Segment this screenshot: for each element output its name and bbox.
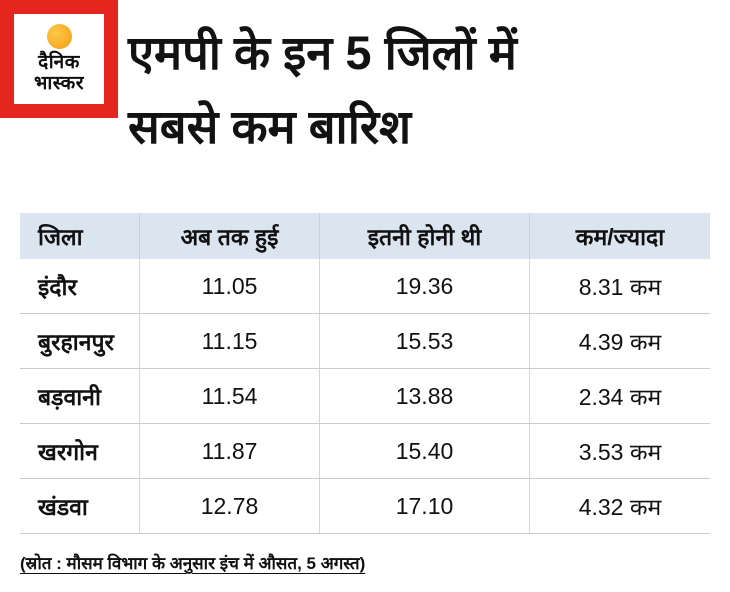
page-title-line2: सबसे कम बारिश bbox=[128, 100, 412, 153]
so-far-cell: 11.87 bbox=[140, 424, 320, 478]
so-far-cell: 11.15 bbox=[140, 314, 320, 368]
brand-name-line2: भास्कर bbox=[33, 73, 85, 94]
diff-cell: 4.32 कम bbox=[578, 494, 662, 520]
district-cell: बड़वानी bbox=[20, 369, 140, 423]
sun-icon bbox=[46, 24, 72, 49]
diff-cell: 2.34 कम bbox=[578, 384, 662, 410]
expected-cell: 19.36 bbox=[320, 259, 530, 313]
so-far-cell: 12.78 bbox=[140, 479, 320, 533]
brand-logo-box: दैनिक भास्कर bbox=[14, 14, 104, 104]
so-far-cell: 11.05 bbox=[140, 259, 320, 313]
column-header-district: जिला bbox=[20, 213, 140, 259]
expected-cell: 15.40 bbox=[320, 424, 530, 478]
page-title-line1: एमपी के इन 5 जिलों में bbox=[128, 26, 517, 79]
district-cell: खंडवा bbox=[20, 479, 140, 533]
table-row: बुरहानपुर 11.15 15.53 4.39 कम bbox=[20, 314, 710, 369]
table-header-row: जिला अब तक हुई इतनी होनी थी कम/ज्यादा bbox=[20, 213, 710, 259]
source-note: (स्रोत : मौसम विभाग के अनुसार इंच में औस… bbox=[20, 554, 366, 573]
so-far-cell: 11.54 bbox=[140, 369, 320, 423]
brand-logo: दैनिक भास्कर bbox=[0, 0, 118, 118]
table-row: इंदौर 11.05 19.36 8.31 कम bbox=[20, 259, 710, 314]
district-cell: बुरहानपुर bbox=[20, 314, 140, 368]
brand-name-line1: दैनिक bbox=[38, 52, 80, 73]
district-cell: खरगोन bbox=[20, 424, 140, 478]
table-row: बड़वानी 11.54 13.88 2.34 कम bbox=[20, 369, 710, 424]
column-header-expected: इतनी होनी थी bbox=[320, 213, 530, 259]
expected-cell: 13.88 bbox=[320, 369, 530, 423]
diff-cell: 3.53 कम bbox=[578, 439, 662, 465]
diff-cell: 4.39 कम bbox=[578, 329, 662, 355]
diff-cell: 8.31 कम bbox=[578, 274, 662, 300]
table-row: खरगोन 11.87 15.40 3.53 कम bbox=[20, 424, 710, 479]
column-header-diff: कम/ज्यादा bbox=[575, 224, 665, 250]
expected-cell: 15.53 bbox=[320, 314, 530, 368]
column-header-so-far: अब तक हुई bbox=[140, 213, 320, 259]
rainfall-table: जिला अब तक हुई इतनी होनी थी कम/ज्यादा इं… bbox=[20, 213, 710, 534]
expected-cell: 17.10 bbox=[320, 479, 530, 533]
district-cell: इंदौर bbox=[20, 259, 140, 313]
page-title: एमपी के इन 5 जिलों में सबसे कम बारिश bbox=[128, 16, 718, 164]
table-row: खंडवा 12.78 17.10 4.32 कम bbox=[20, 479, 710, 534]
